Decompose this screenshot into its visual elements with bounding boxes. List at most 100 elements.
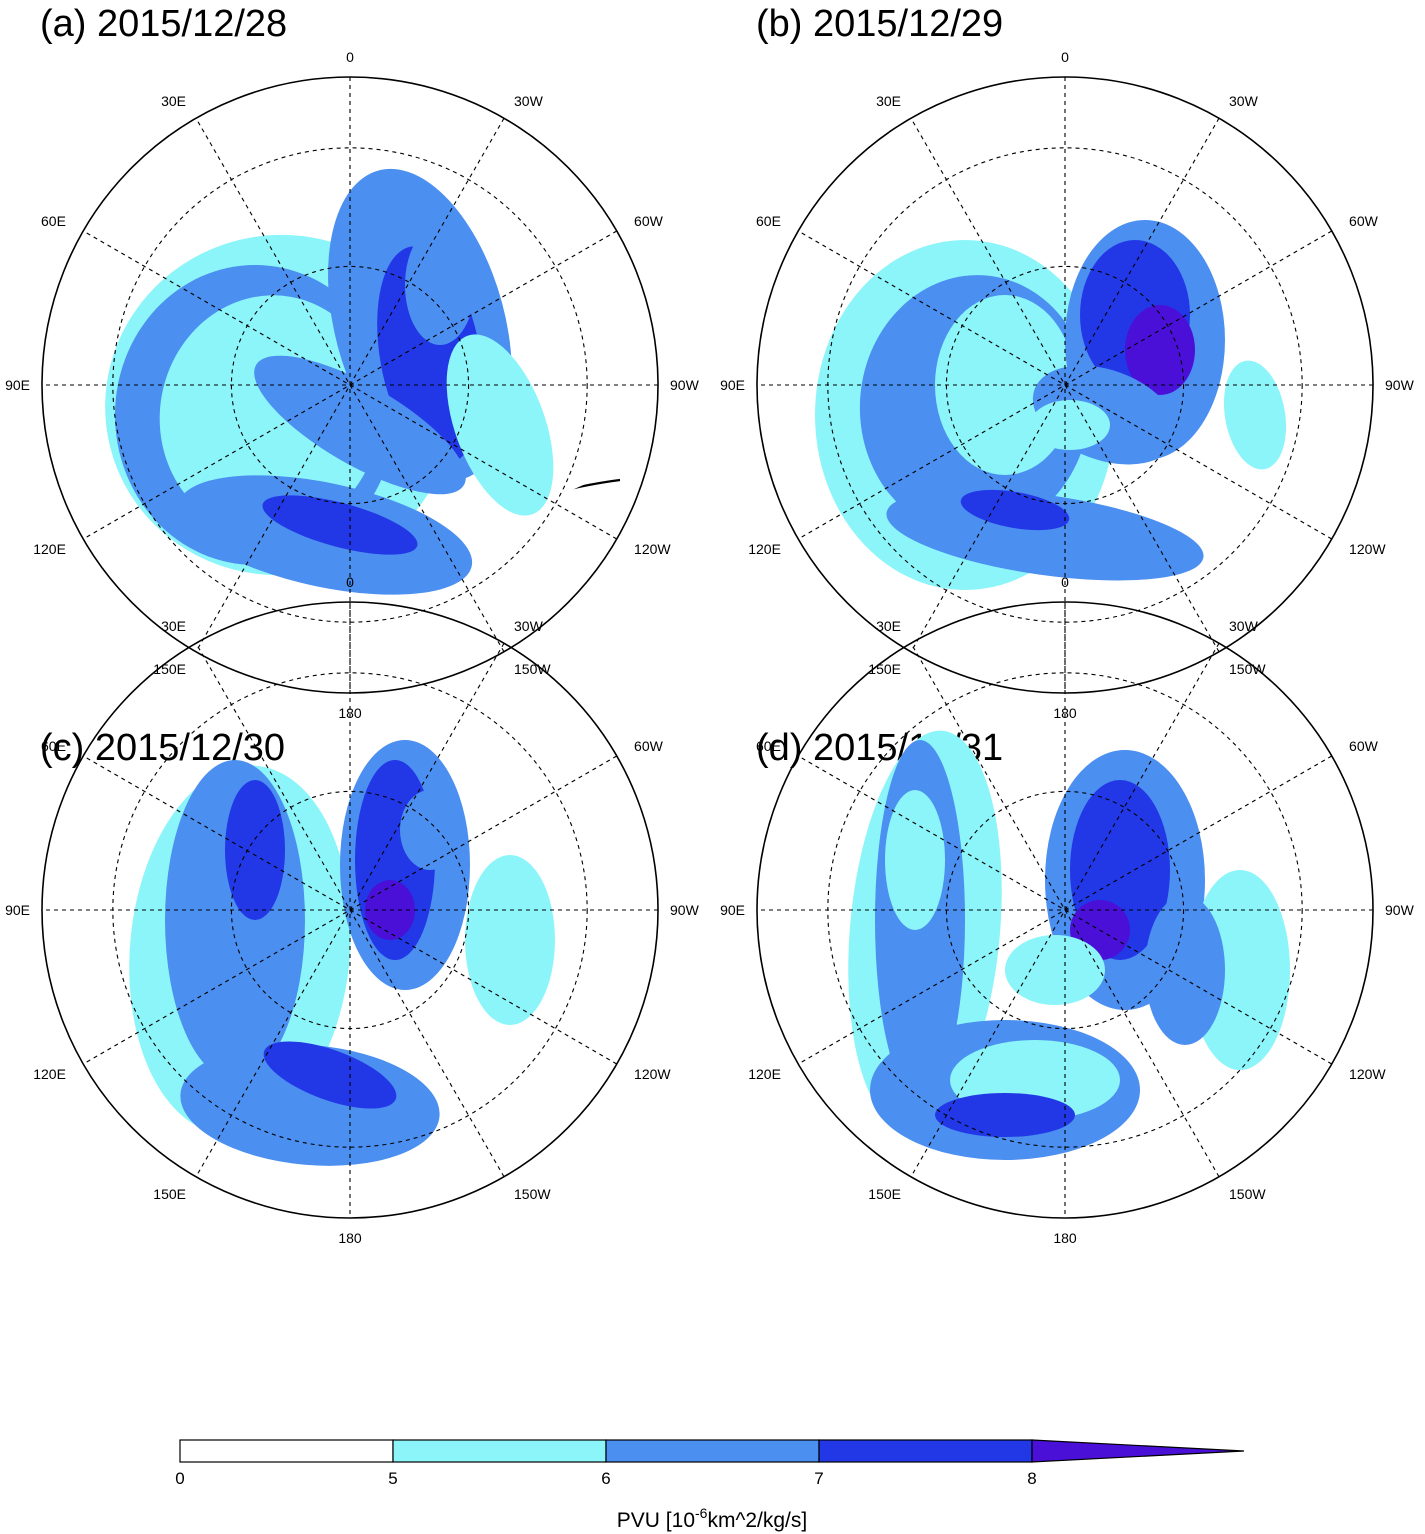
longitude-label: 30E [876, 618, 901, 634]
pv-contour-region [263, 1041, 397, 1109]
longitude-label: 180 [338, 705, 362, 721]
longitude-label: 90E [720, 902, 745, 918]
longitude-label: 150W [514, 661, 551, 677]
longitude-label: 90W [670, 902, 700, 918]
longitude-label: 30W [1229, 93, 1259, 109]
longitude-label: 180 [1053, 705, 1077, 721]
longitude-label: 30E [161, 618, 186, 634]
pv-contour-region [225, 780, 285, 920]
panels: (a) 2015/12/28 0 30W 60W 90W 120W 150W 180 150E 1… [5, 3, 1414, 1246]
longitude-label: 150W [514, 1186, 551, 1202]
longitude-label: 60W [634, 213, 664, 229]
longitude-label: 30W [514, 93, 544, 109]
pv-contour-region [159, 295, 381, 535]
colorbar-segment [392, 1439, 607, 1463]
pv-contour-region [1145, 895, 1225, 1045]
pv-shading [105, 168, 554, 595]
longitude-label: 60W [1349, 738, 1379, 754]
longitude-label: 150E [868, 661, 901, 677]
longitude-label: 0 [346, 574, 354, 590]
longitude-label: 0 [346, 49, 354, 65]
panel-title-a: (a) 2015/12/28 [40, 3, 287, 45]
pv-contour-region [262, 495, 418, 555]
pv-contour-region [960, 489, 1070, 531]
pv-contour-region [1125, 305, 1195, 395]
map-panel-a: (a) 2015/12/28 0 30W 60W 90W 120W 150W 180 150E 1… [5, 3, 699, 721]
longitude-label: 120E [748, 541, 781, 557]
colorbar-tick-label: 7 [814, 1469, 823, 1488]
colorbar-overflow-triangle [1031, 1439, 1245, 1463]
pv-contour-region [885, 790, 945, 930]
pv-contour-region [1005, 935, 1105, 1005]
colorbar-segment [605, 1439, 820, 1463]
longitude-label: 120E [33, 1066, 66, 1082]
map-panel-c: (c) 2015/12/30 0 30W 60W 90W 120W 150W 180 150E 1… [5, 574, 699, 1246]
longitude-label: 30W [1229, 618, 1259, 634]
longitude-label: 30W [514, 618, 544, 634]
longitude-label: 150W [1229, 661, 1266, 677]
pv-contour-region [405, 225, 475, 345]
longitude-label: 60E [756, 213, 781, 229]
map-boundary [756, 601, 1374, 1219]
longitude-label: 0 [1061, 49, 1069, 65]
colorbar-title-exponent: -6 [695, 1505, 708, 1521]
longitude-label: 90E [720, 377, 745, 393]
longitude-label: 60E [41, 738, 66, 754]
panel-title-c: (c) 2015/12/30 [40, 727, 285, 769]
meridian-line [195, 117, 505, 653]
longitude-label: 150E [153, 661, 186, 677]
meridian-line [195, 642, 505, 1178]
longitude-label: 90W [670, 377, 700, 393]
longitude-label: 180 [1053, 1230, 1077, 1246]
longitude-label: 30E [161, 93, 186, 109]
colorbar-segment [179, 1439, 394, 1463]
pv-contour-region [400, 790, 460, 870]
longitude-label: 120E [33, 541, 66, 557]
longitude-label: 60W [634, 738, 664, 754]
longitude-label: 150E [153, 1186, 186, 1202]
longitude-label: 150E [868, 1186, 901, 1202]
pv-contour-region [254, 355, 466, 495]
longitude-label: 150W [1229, 1186, 1266, 1202]
colorbar: 0 5 6 7 8 PVU [10-6km^2/kg/s] [175, 1439, 1245, 1532]
pv-contour-region [446, 334, 554, 516]
pv-shading [129, 740, 555, 1166]
colorbar-title-prefix: PVU [10 [617, 1509, 695, 1532]
longitude-label: 60E [41, 213, 66, 229]
pv-shading [848, 730, 1290, 1160]
pv-shading [815, 220, 1287, 590]
longitude-label: 120W [1349, 1066, 1386, 1082]
longitude-label: 120E [748, 1066, 781, 1082]
colorbar-segment [818, 1439, 1033, 1463]
longitude-label: 120W [634, 541, 671, 557]
longitude-label: 90W [1385, 377, 1415, 393]
colorbar-tick-label: 0 [175, 1469, 184, 1488]
panel-title-b: (b) 2015/12/29 [756, 3, 1003, 45]
pv-contour-region [465, 855, 555, 1025]
longitude-label: 180 [338, 1230, 362, 1246]
colorbar-title: PVU [10-6km^2/kg/s] [617, 1505, 807, 1532]
map-boundary [41, 601, 659, 1219]
colorbar-segments [179, 1439, 1245, 1463]
colorbar-tick-label: 6 [601, 1469, 610, 1488]
pv-contour-region [1190, 870, 1290, 1070]
map-panel-b: (b) 2015/12/29 0 30W 60W 90W 120W 150W 180 150E 1… [720, 3, 1414, 721]
meridian-line [910, 642, 1220, 1178]
colorbar-tick-label: 8 [1027, 1469, 1036, 1488]
pv-contour-region [935, 1093, 1075, 1137]
colorbar-title-suffix: km^2/kg/s] [707, 1509, 807, 1532]
pv-contour-region [1223, 360, 1287, 470]
meridian-line [910, 117, 1220, 653]
longitude-label: 90E [5, 377, 30, 393]
longitude-label: 120W [1349, 541, 1386, 557]
longitude-label: 120W [634, 1066, 671, 1082]
longitude-label: 60E [756, 738, 781, 754]
longitude-label: 0 [1061, 574, 1069, 590]
colorbar-tick-labels: 0 5 6 7 8 [175, 1469, 1036, 1488]
colorbar-tick-label: 5 [388, 1469, 397, 1488]
pv-contour-region [1030, 400, 1110, 450]
longitude-label: 90E [5, 902, 30, 918]
longitude-label: 60W [1349, 213, 1379, 229]
map-panel-d: (d) 2015/12/31030W60W90W120W150W180150E1… [720, 574, 1414, 1246]
